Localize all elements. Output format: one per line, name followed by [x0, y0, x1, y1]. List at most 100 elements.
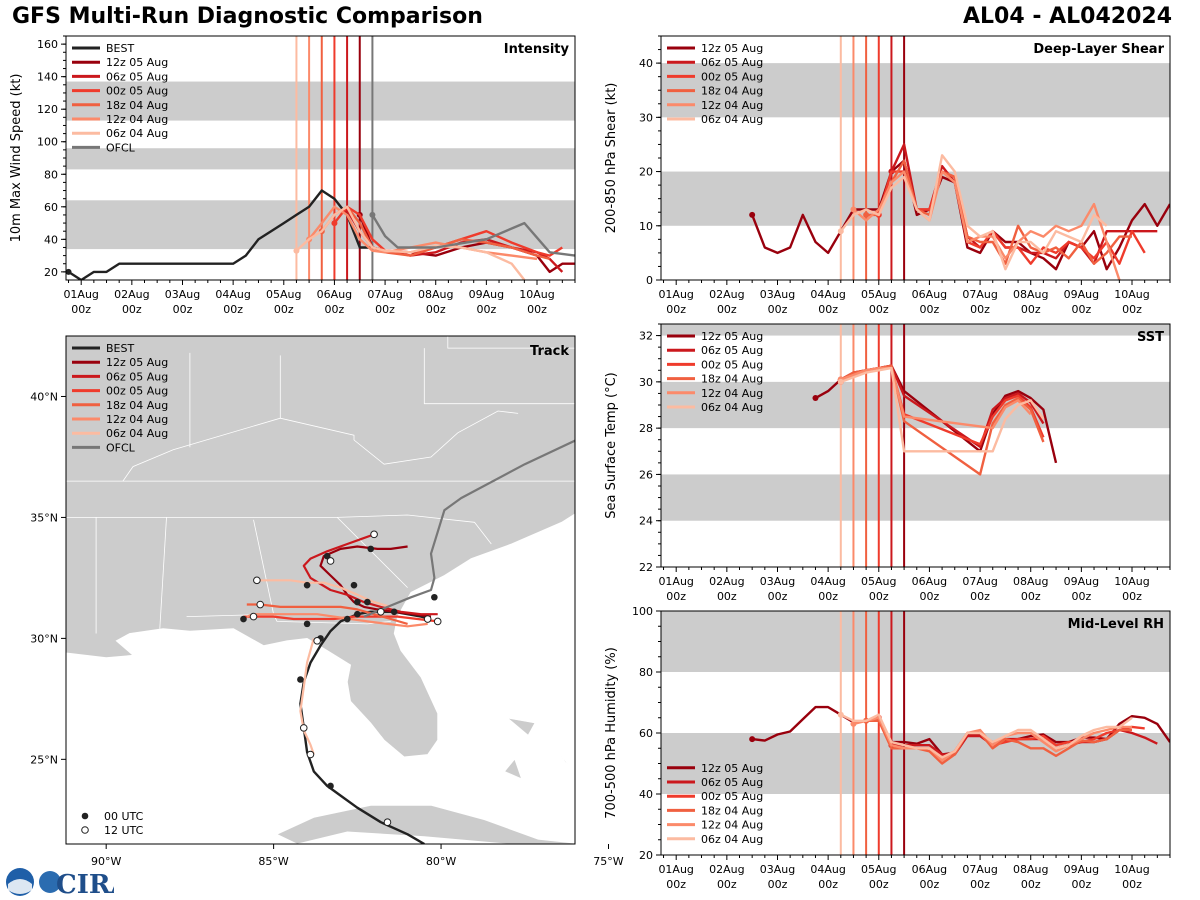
x-tick-sublabel-intensity-1: 00z	[122, 303, 142, 316]
track-point-00utc-best-0-0	[327, 782, 334, 790]
marker-legend-label-12utc: 12 UTC	[104, 824, 144, 837]
track-point-00utc-18z-04-aug-4-0	[303, 620, 311, 628]
series-start-sst-12z-05-aug	[812, 395, 819, 402]
globe-icon	[39, 871, 61, 893]
panel-shear: 0 10 20 30 40 01Aug 00z 02Aug 00z 03Aug 00z 04Aug 00…	[604, 35, 1171, 316]
track-12z-04-aug-5	[246, 613, 428, 628]
series-start-shear-06z-04-aug	[837, 228, 844, 235]
x-tick-label-sst-02aug: 02Aug	[709, 575, 744, 588]
y-axis-label-rh: 700-500 hPa Humidity (%)	[604, 647, 619, 819]
x-tick-label-sst-04aug: 04Aug	[810, 575, 845, 588]
track-06z-05-aug-2	[302, 533, 438, 616]
x-tick-sublabel-sst-8: 00z	[1071, 590, 1091, 603]
x-tick-label-rh-03aug: 03Aug	[760, 863, 795, 876]
threshold-band-sst-0	[661, 474, 1170, 521]
y-tick-label-shear-20: 20	[639, 166, 653, 179]
state-border-1	[253, 519, 274, 615]
track-point-12utc-best-0-1	[299, 724, 308, 732]
cira-logo: CIRA	[6, 868, 114, 898]
x-tick-label-intensity-02aug: 02Aug	[114, 288, 149, 301]
track-point-00utc-06z-05-aug-2-0	[431, 593, 438, 601]
x-tick-sublabel-sst-6: 00z	[970, 590, 990, 603]
series-start-sst-06z-04-aug	[837, 378, 844, 385]
series-start-rh-12z-05-aug	[749, 736, 756, 743]
track-point-12utc-12z-05-aug-1-0	[326, 557, 335, 565]
x-tick-sublabel-sst-7: 00z	[1021, 590, 1041, 603]
track-point-00utc-best-0-4	[390, 608, 398, 616]
x-tick-label-rh-01aug: 01Aug	[658, 863, 693, 876]
y-tick-label-intensity-60: 60	[44, 201, 58, 214]
x-tick-sublabel-rh-2: 00z	[768, 878, 788, 891]
x-tick-sublabel-intensity-4: 00z	[274, 303, 294, 316]
threshold-band-rh-1	[661, 611, 1170, 672]
legend-label-track-ofcl: OFCL	[106, 441, 136, 454]
series-start-rh-06z-04-aug	[837, 711, 844, 718]
series-intensity-06z-04-aug	[295, 205, 526, 280]
legend-label-sst-12z-05-aug: 12z 05 Aug	[701, 330, 763, 343]
x-tick-sublabel-rh-9: 00z	[1122, 878, 1142, 891]
x-tick-label-intensity-08aug: 08Aug	[418, 288, 453, 301]
series-sst-06z-04-aug	[840, 366, 1045, 453]
bahamas-island-2	[558, 751, 572, 770]
x-tick-sublabel-rh-1: 00z	[717, 878, 737, 891]
x-tick-sublabel-rh-4: 00z	[869, 878, 889, 891]
legend-label-shear-12z-04-aug: 12z 04 Aug	[701, 99, 763, 112]
track-point-12utc-06z-04-aug-7-0	[306, 750, 315, 759]
series-shear-06z-04-aug	[839, 154, 1108, 271]
x-tick-label-shear-07aug: 07Aug	[962, 288, 997, 301]
series-start-rh-12z-04-aug	[850, 720, 857, 727]
x-tick-label-rh-04aug: 04Aug	[810, 863, 845, 876]
y-tick-label-sst-32: 32	[639, 330, 653, 343]
state-border-8	[423, 348, 575, 405]
state-border-12	[353, 410, 519, 465]
state-border-3	[336, 517, 408, 588]
x-tick-label-sst-08aug: 08Aug	[1013, 575, 1048, 588]
legend-label-intensity-ofcl: OFCL	[106, 141, 136, 154]
track-ofcl-8	[363, 439, 575, 618]
series-start-intensity-00z-05-aug	[331, 220, 338, 227]
x-tick-sublabel-sst-2: 00z	[768, 590, 788, 603]
x-tick-sublabel-intensity-6: 00z	[375, 303, 395, 316]
legend-label-shear-06z-05-aug: 06z 05 Aug	[701, 56, 763, 69]
legend-label-shear-00z-05-aug: 00z 05 Aug	[701, 70, 763, 83]
series-rh-12z-04-aug	[853, 716, 1132, 762]
x-tick-label-rh-10aug: 10Aug	[1114, 863, 1149, 876]
track-point-00utc-best-0-3	[354, 610, 361, 618]
y-tick-label-intensity-100: 100	[37, 136, 58, 149]
track-point-12utc-06z-05-aug-2-0	[370, 530, 378, 539]
threshold-band-sst-1	[661, 381, 1170, 429]
x-tick-label-shear-04aug: 04Aug	[810, 288, 845, 301]
track-point-12utc-00z-05-aug-3-0	[433, 617, 442, 626]
track-point-00utc-00z-05-aug-3-1	[240, 615, 247, 623]
marker-legend-12utc	[81, 826, 89, 834]
y-tick-label-intensity-120: 120	[37, 103, 58, 116]
plot-area-intensity	[66, 36, 575, 280]
track-18z-04-aug-4	[246, 603, 408, 625]
bahamas-island-1	[504, 758, 522, 780]
x-tick-sublabel-shear-1: 00z	[717, 303, 737, 316]
threshold-band-sst-2	[661, 324, 1170, 336]
series-start-intensity-ofcl	[369, 211, 376, 218]
legend-label-intensity-18z-04-aug: 18z 04 Aug	[106, 99, 168, 112]
panel-title-sst: SST	[1137, 330, 1164, 345]
axes-frame-track	[65, 335, 576, 845]
x-tick-sublabel-intensity-5: 00z	[325, 303, 345, 316]
series-start-intensity-best	[66, 268, 72, 275]
legend-label-track-06z-04-aug: 06z 04 Aug	[106, 427, 168, 440]
storm-id: AL04 - AL042024	[963, 4, 1172, 29]
track-point-12utc-best-0-4	[423, 615, 432, 623]
panel-track: 90°W 85°W 80°W 75°W 25°N 30°N 35°N 40°N Track BES…	[30, 335, 624, 868]
y-axis-label-intensity: 10m Max Wind Speed (kt)	[9, 74, 24, 243]
legend-label-sst-18z-04-aug: 18z 04 Aug	[701, 373, 763, 386]
panel-title-shear: Deep-Layer Shear	[1033, 42, 1164, 57]
track-point-12utc-best-0-0	[383, 818, 392, 827]
y-tick-label-rh-100: 100	[632, 605, 653, 618]
x-tick-sublabel-shear-7: 00z	[1021, 303, 1041, 316]
x-tick-label-intensity-04aug: 04Aug	[215, 288, 250, 301]
y-tick-label-shear-40: 40	[639, 57, 653, 70]
track-12z-05-aug-1	[319, 545, 432, 618]
x-tick-label-sst-03aug: 03Aug	[760, 575, 795, 588]
y-tick-label-rh-20: 20	[639, 849, 653, 862]
x-tick-label-shear-01aug: 01Aug	[658, 288, 693, 301]
x-tick-sublabel-shear-2: 00z	[768, 303, 788, 316]
